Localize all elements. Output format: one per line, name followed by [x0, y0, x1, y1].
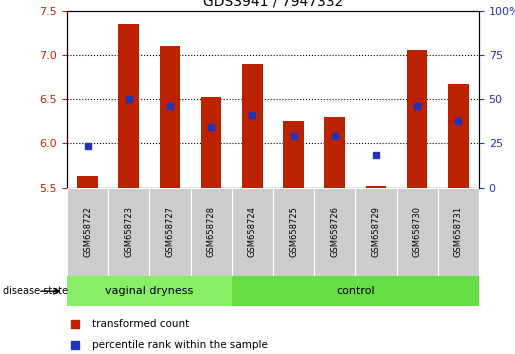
Bar: [77, 176, 98, 188]
Text: GSM658722: GSM658722: [83, 206, 92, 257]
Text: GSM658726: GSM658726: [330, 206, 339, 257]
Bar: [232, 276, 479, 306]
Bar: [201, 97, 221, 188]
Bar: [160, 46, 180, 188]
Text: GSM658724: GSM658724: [248, 206, 257, 257]
Bar: [283, 121, 304, 188]
Text: vaginal dryness: vaginal dryness: [105, 286, 194, 296]
Bar: [191, 188, 232, 276]
Title: GDS3941 / 7947332: GDS3941 / 7947332: [203, 0, 343, 8]
Bar: [67, 188, 108, 276]
Bar: [314, 188, 355, 276]
Bar: [232, 188, 273, 276]
Text: GSM658730: GSM658730: [413, 206, 422, 257]
Bar: [273, 188, 314, 276]
Bar: [108, 188, 149, 276]
Text: GSM658723: GSM658723: [124, 206, 133, 257]
Bar: [397, 188, 438, 276]
Text: control: control: [336, 286, 375, 296]
Bar: [324, 117, 345, 188]
Bar: [118, 24, 139, 188]
Bar: [242, 64, 263, 188]
Bar: [355, 188, 397, 276]
Bar: [407, 51, 427, 188]
Text: transformed count: transformed count: [92, 319, 189, 329]
Bar: [438, 188, 479, 276]
Text: GSM658725: GSM658725: [289, 206, 298, 257]
Text: GSM658728: GSM658728: [207, 206, 216, 257]
Bar: [448, 84, 469, 188]
Bar: [67, 276, 232, 306]
Text: GSM658727: GSM658727: [165, 206, 175, 257]
Text: percentile rank within the sample: percentile rank within the sample: [92, 340, 268, 350]
Bar: [366, 186, 386, 188]
Text: disease state: disease state: [3, 286, 67, 296]
Text: GSM658731: GSM658731: [454, 206, 463, 257]
Text: GSM658729: GSM658729: [371, 206, 381, 257]
Bar: [149, 188, 191, 276]
